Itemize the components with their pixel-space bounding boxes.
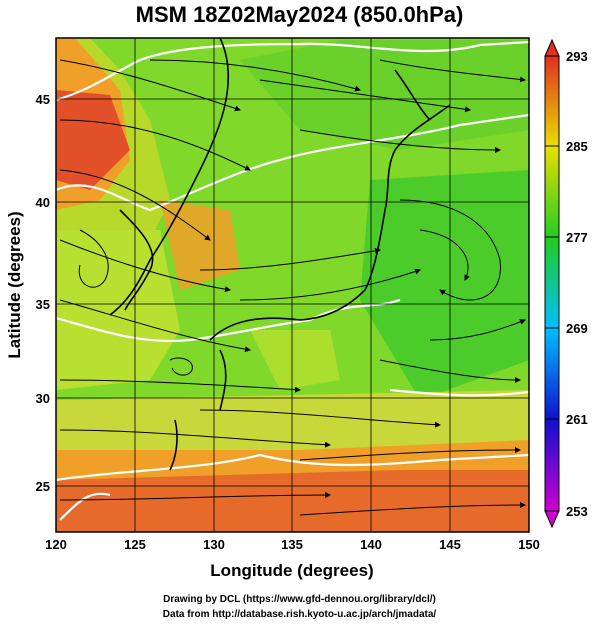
colorbar-ticks: 293 285 277 269 261 253 xyxy=(566,49,588,519)
y-tick: 35 xyxy=(36,297,50,312)
y-tick: 30 xyxy=(36,391,50,406)
x-tick: 140 xyxy=(360,537,382,552)
colorbar-tick: 293 xyxy=(566,49,588,64)
coastlines xyxy=(109,38,451,471)
y-tick: 40 xyxy=(36,195,50,210)
credit-data: Data from http://database.rish.kyoto-u.a… xyxy=(162,609,437,620)
isotherm-lines xyxy=(56,40,529,521)
plot-frame xyxy=(55,37,530,533)
x-axis-label: Longitude (degrees) xyxy=(210,561,373,580)
colorbar-tick: 285 xyxy=(566,139,588,154)
x-tick: 150 xyxy=(518,537,540,552)
y-axis-ticks: 25 30 35 40 45 xyxy=(36,92,50,494)
colorbar-tick: 261 xyxy=(566,412,588,427)
colorbar: 293 285 277 269 261 253 xyxy=(544,38,588,529)
colorbar-tick: 269 xyxy=(566,321,588,336)
y-tick: 45 xyxy=(36,92,50,107)
x-axis-ticks: 120 125 130 135 140 145 150 xyxy=(45,537,540,552)
colorbar-scale xyxy=(544,55,560,512)
page-title: MSM 18Z02May2024 (850.0hPa) xyxy=(135,2,464,27)
credit-drawing: Drawing by DCL (https://www.gfd-dennou.o… xyxy=(163,594,436,605)
x-tick: 125 xyxy=(124,537,146,552)
colorbar-tick: 253 xyxy=(566,504,588,519)
graticule xyxy=(56,38,529,532)
x-tick: 130 xyxy=(203,537,225,552)
y-axis-label: Latitude (degrees) xyxy=(5,211,24,358)
colorbar-bottom-arrow xyxy=(544,510,560,529)
x-tick: 120 xyxy=(45,537,67,552)
x-tick: 135 xyxy=(281,537,303,552)
y-tick: 25 xyxy=(36,479,50,494)
colorbar-tick: 277 xyxy=(566,230,588,245)
x-tick: 145 xyxy=(439,537,461,552)
colorbar-top-arrow xyxy=(544,38,560,57)
wind-streamlines xyxy=(59,59,526,516)
